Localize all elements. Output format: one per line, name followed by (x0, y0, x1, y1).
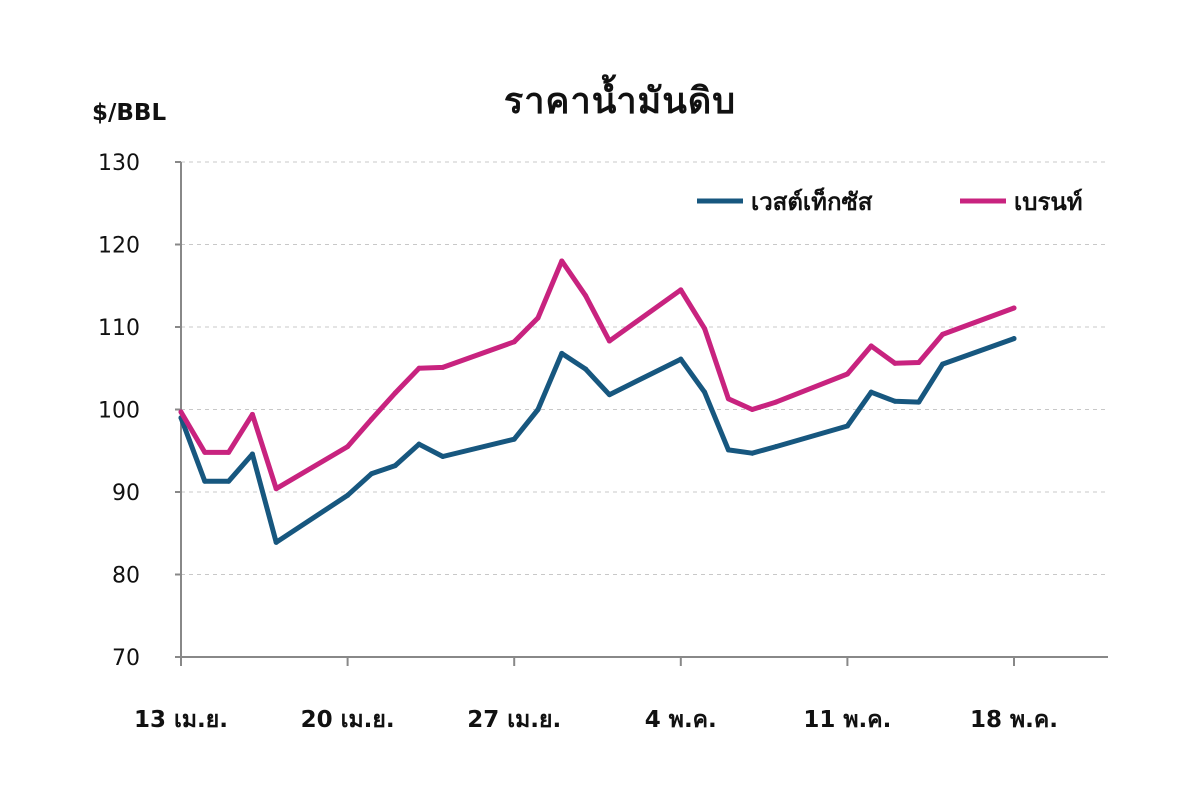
data-point-1-13 (583, 293, 589, 299)
data-point-1-24 (940, 331, 946, 337)
data-point-0-6 (368, 471, 374, 477)
y-tick-label-130: 130 (98, 151, 140, 176)
data-point-1-16 (702, 326, 708, 332)
data-point-1-5 (345, 444, 351, 450)
data-point-1-11 (535, 315, 541, 321)
y-tick-label-110: 110 (98, 316, 140, 341)
data-point-0-20 (844, 423, 850, 429)
data-point-0-24 (940, 361, 946, 367)
data-point-0-2 (226, 478, 232, 484)
data-point-0-13 (583, 366, 589, 372)
x-tick-label-4: 11 พ.ค. (803, 707, 891, 733)
series-line-0 (178, 336, 1017, 545)
data-point-1-7 (392, 390, 398, 396)
data-point-0-5 (345, 492, 351, 498)
data-point-1-9 (440, 364, 446, 370)
data-point-0-22 (892, 398, 898, 404)
legend-label-1: เบรนท์ (1014, 188, 1083, 216)
legend: เวสต์เท็กซัส เบรนท์ (697, 187, 1083, 216)
data-point-1-20 (844, 371, 850, 377)
data-point-1-12 (559, 258, 565, 264)
x-tick-label-0: 13 เม.ย. (134, 707, 228, 733)
gridlines (181, 161, 1108, 575)
axes: 70 80 90 100 110 120 130 13 เม.ย. 20 เม.ย. 27 เม.… (98, 151, 1108, 733)
series-lines (178, 258, 1017, 545)
data-point-1-17 (725, 396, 731, 402)
data-point-0-3 (249, 451, 255, 457)
y-tick-label-80: 80 (112, 564, 140, 589)
y-axis-unit-label: $/BBL (92, 100, 167, 126)
data-point-1-8 (416, 365, 422, 371)
data-point-0-18 (749, 450, 755, 456)
y-tick-label-120: 120 (98, 234, 140, 259)
data-point-1-3 (249, 411, 255, 417)
y-tick-label-100: 100 (98, 399, 140, 424)
data-point-1-21 (868, 343, 874, 349)
data-point-0-1 (202, 478, 208, 484)
data-point-1-4 (273, 486, 279, 492)
data-point-0-7 (392, 463, 398, 469)
x-tick-label-2: 27 เม.ย. (467, 707, 561, 733)
data-point-0-9 (440, 454, 446, 460)
x-tick-label-5: 18 พ.ค. (970, 707, 1058, 733)
data-point-1-10 (511, 339, 517, 345)
legend-label-0: เวสต์เท็กซัส (751, 187, 873, 216)
x-tick-label-1: 20 เม.ย. (301, 707, 395, 733)
data-point-0-16 (702, 389, 708, 395)
chart-title: ราคาน้ำมันดิบ (503, 81, 737, 122)
data-point-1-19 (773, 399, 779, 405)
y-tick-label-70: 70 (112, 646, 140, 671)
data-point-0-8 (416, 441, 422, 447)
data-point-0-14 (606, 392, 612, 398)
data-point-0-12 (559, 350, 565, 356)
data-point-1-1 (202, 449, 208, 455)
data-point-1-25 (1011, 305, 1017, 311)
data-point-1-0 (178, 409, 184, 415)
y-tick-label-90: 90 (112, 481, 140, 506)
data-point-0-23 (916, 399, 922, 405)
series-line-1 (178, 258, 1017, 492)
data-point-0-15 (678, 356, 684, 362)
data-point-1-15 (678, 287, 684, 293)
data-point-0-17 (725, 447, 731, 453)
data-point-0-21 (868, 389, 874, 395)
x-tick-label-3: 4 พ.ค. (645, 707, 717, 733)
data-point-0-10 (511, 436, 517, 442)
data-point-0-4 (273, 539, 279, 545)
data-point-0-25 (1011, 336, 1017, 342)
data-point-0-19 (773, 444, 779, 450)
data-point-1-18 (749, 407, 755, 412)
data-point-1-14 (606, 338, 612, 344)
data-point-0-11 (535, 407, 541, 412)
data-point-1-22 (892, 360, 898, 366)
data-point-1-23 (916, 359, 922, 365)
data-point-1-6 (368, 416, 374, 422)
data-point-1-2 (226, 449, 232, 455)
